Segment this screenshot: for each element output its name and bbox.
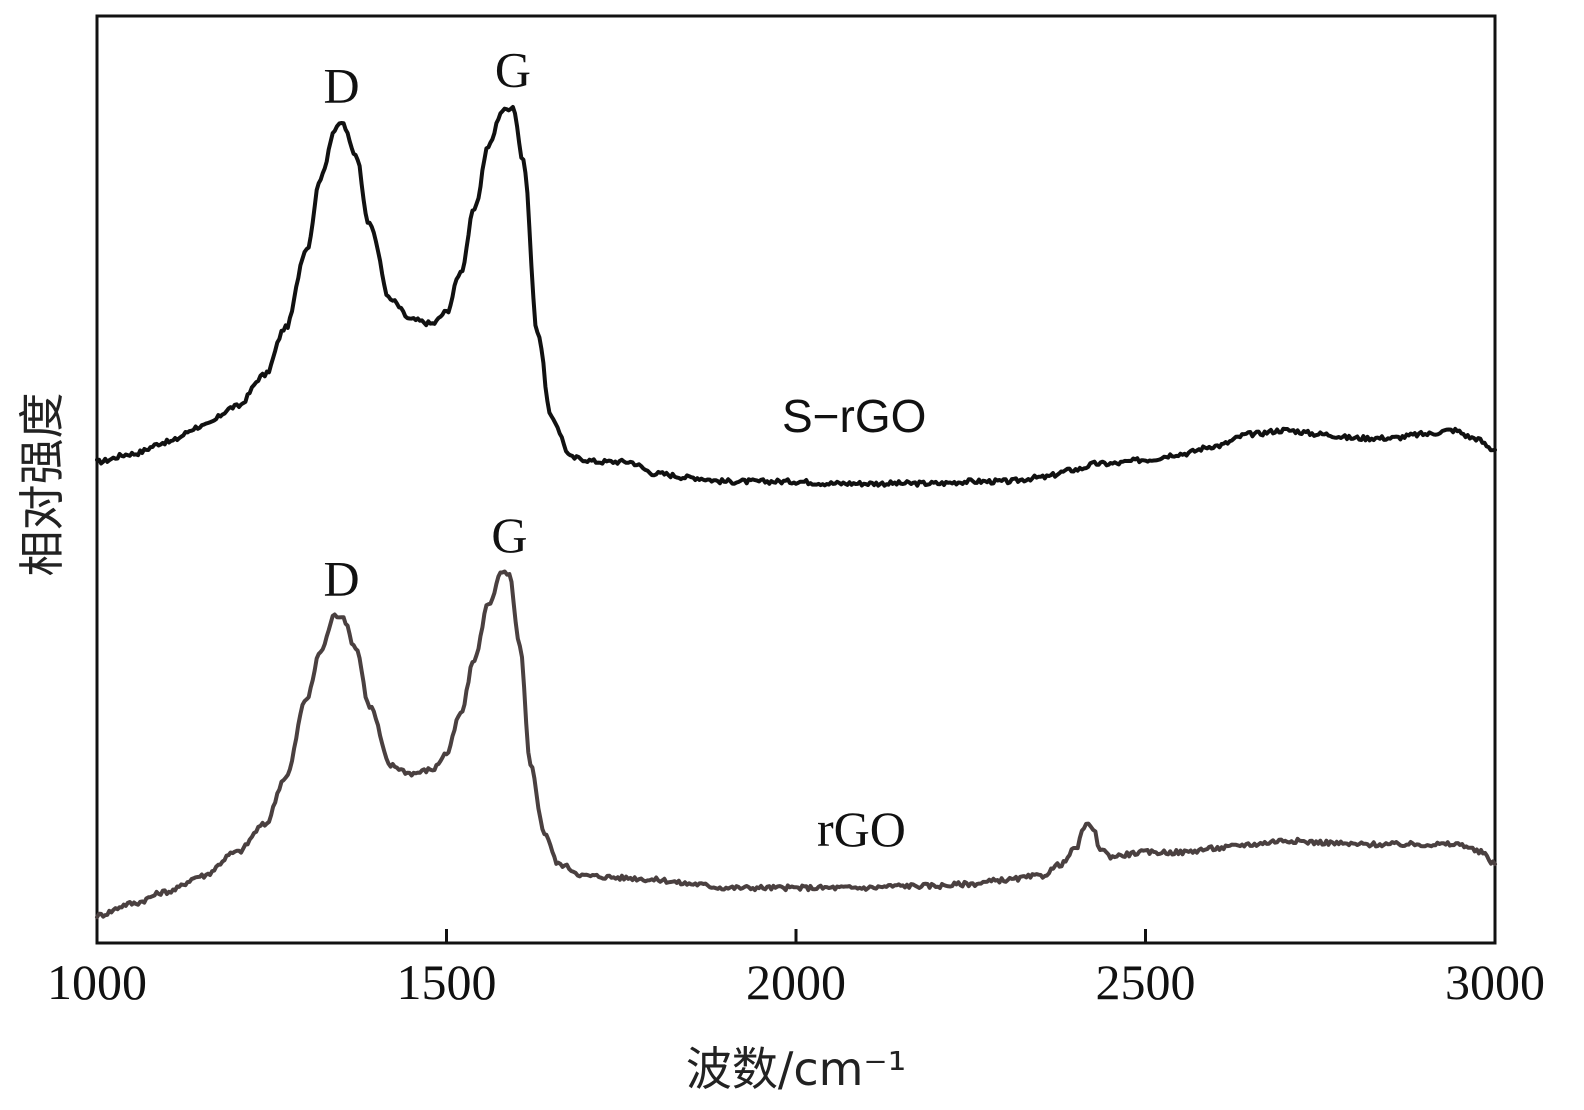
- series-line-rgo: [95, 569, 1497, 920]
- series-layer: [95, 105, 1497, 920]
- x-tick-label-3000: 3000: [1445, 954, 1545, 1010]
- series-label-s-rgo: S−rGO: [782, 390, 926, 442]
- peak-label-d-s-rgo: D: [324, 58, 360, 114]
- peak-label-g-rgo: G: [491, 507, 527, 563]
- x-axis-title: 波数/cm⁻¹: [686, 1042, 906, 1096]
- axis-layer: 1000 1500 2000 2500 3000 波数/cm⁻¹ 相对强度: [15, 393, 1545, 1097]
- plot-area: [95, 14, 1497, 945]
- plot-frame: [95, 14, 1497, 945]
- y-axis-title: 相对强度: [15, 393, 69, 577]
- x-tick-label-2000: 2000: [746, 954, 846, 1010]
- series-line-s-rgo: [95, 105, 1497, 488]
- x-tick-label-2500: 2500: [1096, 954, 1196, 1010]
- peak-label-d-rgo: D: [324, 551, 360, 607]
- peak-label-g-s-rgo: G: [495, 42, 531, 98]
- x-tick-label-1000: 1000: [47, 954, 147, 1010]
- series-label-rgo: rGO: [817, 801, 906, 857]
- x-tick-label-1500: 1500: [397, 954, 497, 1010]
